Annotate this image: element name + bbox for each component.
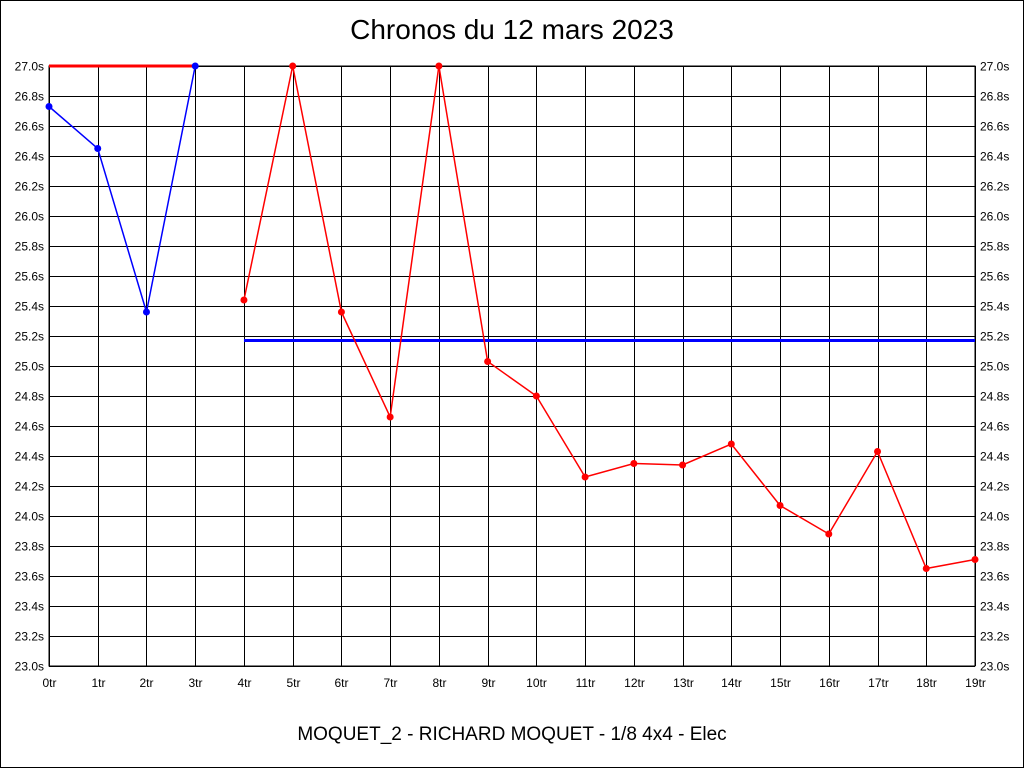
- y-tick-label-left: 24.8s: [15, 390, 44, 404]
- y-tick-label-right: 26.0s: [980, 210, 1009, 224]
- y-tick-label-right: 25.0s: [980, 360, 1009, 374]
- y-tick-label-right: 24.6s: [980, 420, 1009, 434]
- y-tick-label-right: 25.8s: [980, 240, 1009, 254]
- y-tick-label-left: 24.4s: [15, 450, 44, 464]
- y-tick-label-right: 26.2s: [980, 180, 1009, 194]
- x-tick-label: 6tr: [334, 676, 348, 690]
- data-point: [581, 473, 589, 481]
- y-tick-label-right: 24.0s: [980, 510, 1009, 524]
- y-tick-label-right: 26.6s: [980, 120, 1009, 134]
- x-tick-label: 12tr: [624, 676, 645, 690]
- data-point: [484, 358, 492, 365]
- data-point: [825, 530, 833, 538]
- y-tick-label-right: 26.4s: [980, 150, 1009, 164]
- y-tick-label-left: 24.2s: [15, 480, 44, 494]
- y-tick-label-right: 23.2s: [980, 630, 1009, 644]
- x-tick-label: 11tr: [576, 676, 596, 690]
- y-tick-label-left: 23.0s: [15, 660, 44, 674]
- x-tick-label: 4tr: [237, 676, 251, 690]
- y-tick-label-left: 25.4s: [15, 300, 44, 314]
- data-point: [240, 296, 248, 304]
- y-tick-label-left: 26.6s: [15, 120, 44, 134]
- y-tick-label-left: 26.0s: [15, 210, 44, 224]
- y-tick-label-left: 26.4s: [15, 150, 44, 164]
- x-tick-label: 14tr: [721, 676, 742, 690]
- data-point: [727, 440, 735, 448]
- y-tick-label-right: 23.6s: [980, 570, 1009, 584]
- x-tick-label: 15tr: [770, 676, 791, 690]
- y-tick-label-left: 25.0s: [15, 360, 44, 374]
- y-tick-label-right: 23.0s: [980, 660, 1009, 674]
- x-tick-label: 10tr: [526, 676, 547, 690]
- y-tick-label-left: 25.8s: [15, 240, 44, 254]
- x-tick-label: 8tr: [432, 676, 446, 690]
- y-tick-label-left: 25.2s: [15, 330, 44, 344]
- x-tick-label: 3tr: [188, 676, 202, 690]
- data-point: [532, 392, 540, 400]
- data-point: [289, 62, 297, 70]
- series-line: [243, 65, 976, 570]
- x-tick-label: 13tr: [673, 676, 694, 690]
- x-tick-label: 17tr: [868, 676, 889, 690]
- data-point: [191, 62, 199, 70]
- y-tick-label-right: 23.8s: [980, 540, 1009, 554]
- y-tick-label-right: 27.0s: [980, 60, 1009, 74]
- data-point: [386, 413, 394, 421]
- x-tick-label: 18tr: [916, 676, 937, 690]
- y-tick-label-left: 27.0s: [15, 60, 44, 74]
- data-point: [45, 103, 53, 110]
- y-tick-label-left: 26.8s: [15, 90, 44, 104]
- series-line: [48, 65, 196, 313]
- data-point: [679, 461, 687, 469]
- y-tick-label-left: 24.6s: [15, 420, 44, 434]
- y-tick-label-right: 25.6s: [980, 270, 1009, 284]
- x-tick-label: 7tr: [383, 676, 397, 690]
- chart-subtitle: MOQUET_2 - RICHARD MOQUET - 1/8 4x4 - El…: [297, 724, 727, 745]
- data-point: [435, 62, 443, 70]
- data-point: [142, 308, 150, 316]
- y-tick-label-right: 24.2s: [980, 480, 1009, 494]
- x-tick-label: 16tr: [819, 676, 840, 690]
- y-tick-label-left: 25.6s: [15, 270, 44, 284]
- data-point: [94, 145, 102, 152]
- y-tick-label-left: 24.0s: [15, 510, 44, 524]
- y-tick-label-left: 23.2s: [15, 630, 44, 644]
- y-tick-label-right: 25.4s: [980, 300, 1009, 314]
- y-tick-label-right: 23.4s: [980, 600, 1009, 614]
- data-point: [874, 448, 882, 455]
- y-tick-label-right: 24.8s: [980, 390, 1009, 404]
- data-point: [922, 565, 930, 572]
- x-tick-label: 9tr: [481, 676, 495, 690]
- x-tick-label: 5tr: [286, 676, 300, 690]
- y-tick-label-left: 26.2s: [15, 180, 44, 194]
- x-tick-label: 1tr: [91, 676, 105, 690]
- chart-title: Chronos du 12 mars 2023: [350, 14, 674, 45]
- y-tick-label-right: 25.2s: [980, 330, 1009, 344]
- y-tick-label-left: 23.8s: [15, 540, 44, 554]
- x-tick-label: 19tr: [965, 676, 986, 690]
- y-tick-label-right: 26.8s: [980, 90, 1009, 104]
- x-tick-label: 0tr: [42, 676, 56, 690]
- data-point: [337, 308, 345, 316]
- data-point: [776, 502, 784, 509]
- y-tick-label-right: 24.4s: [980, 450, 1009, 464]
- data-point: [630, 460, 638, 467]
- y-tick-label-left: 23.4s: [15, 600, 44, 614]
- y-tick-label-left: 23.6s: [15, 570, 44, 584]
- data-point: [971, 556, 979, 563]
- x-tick-label: 2tr: [139, 676, 153, 690]
